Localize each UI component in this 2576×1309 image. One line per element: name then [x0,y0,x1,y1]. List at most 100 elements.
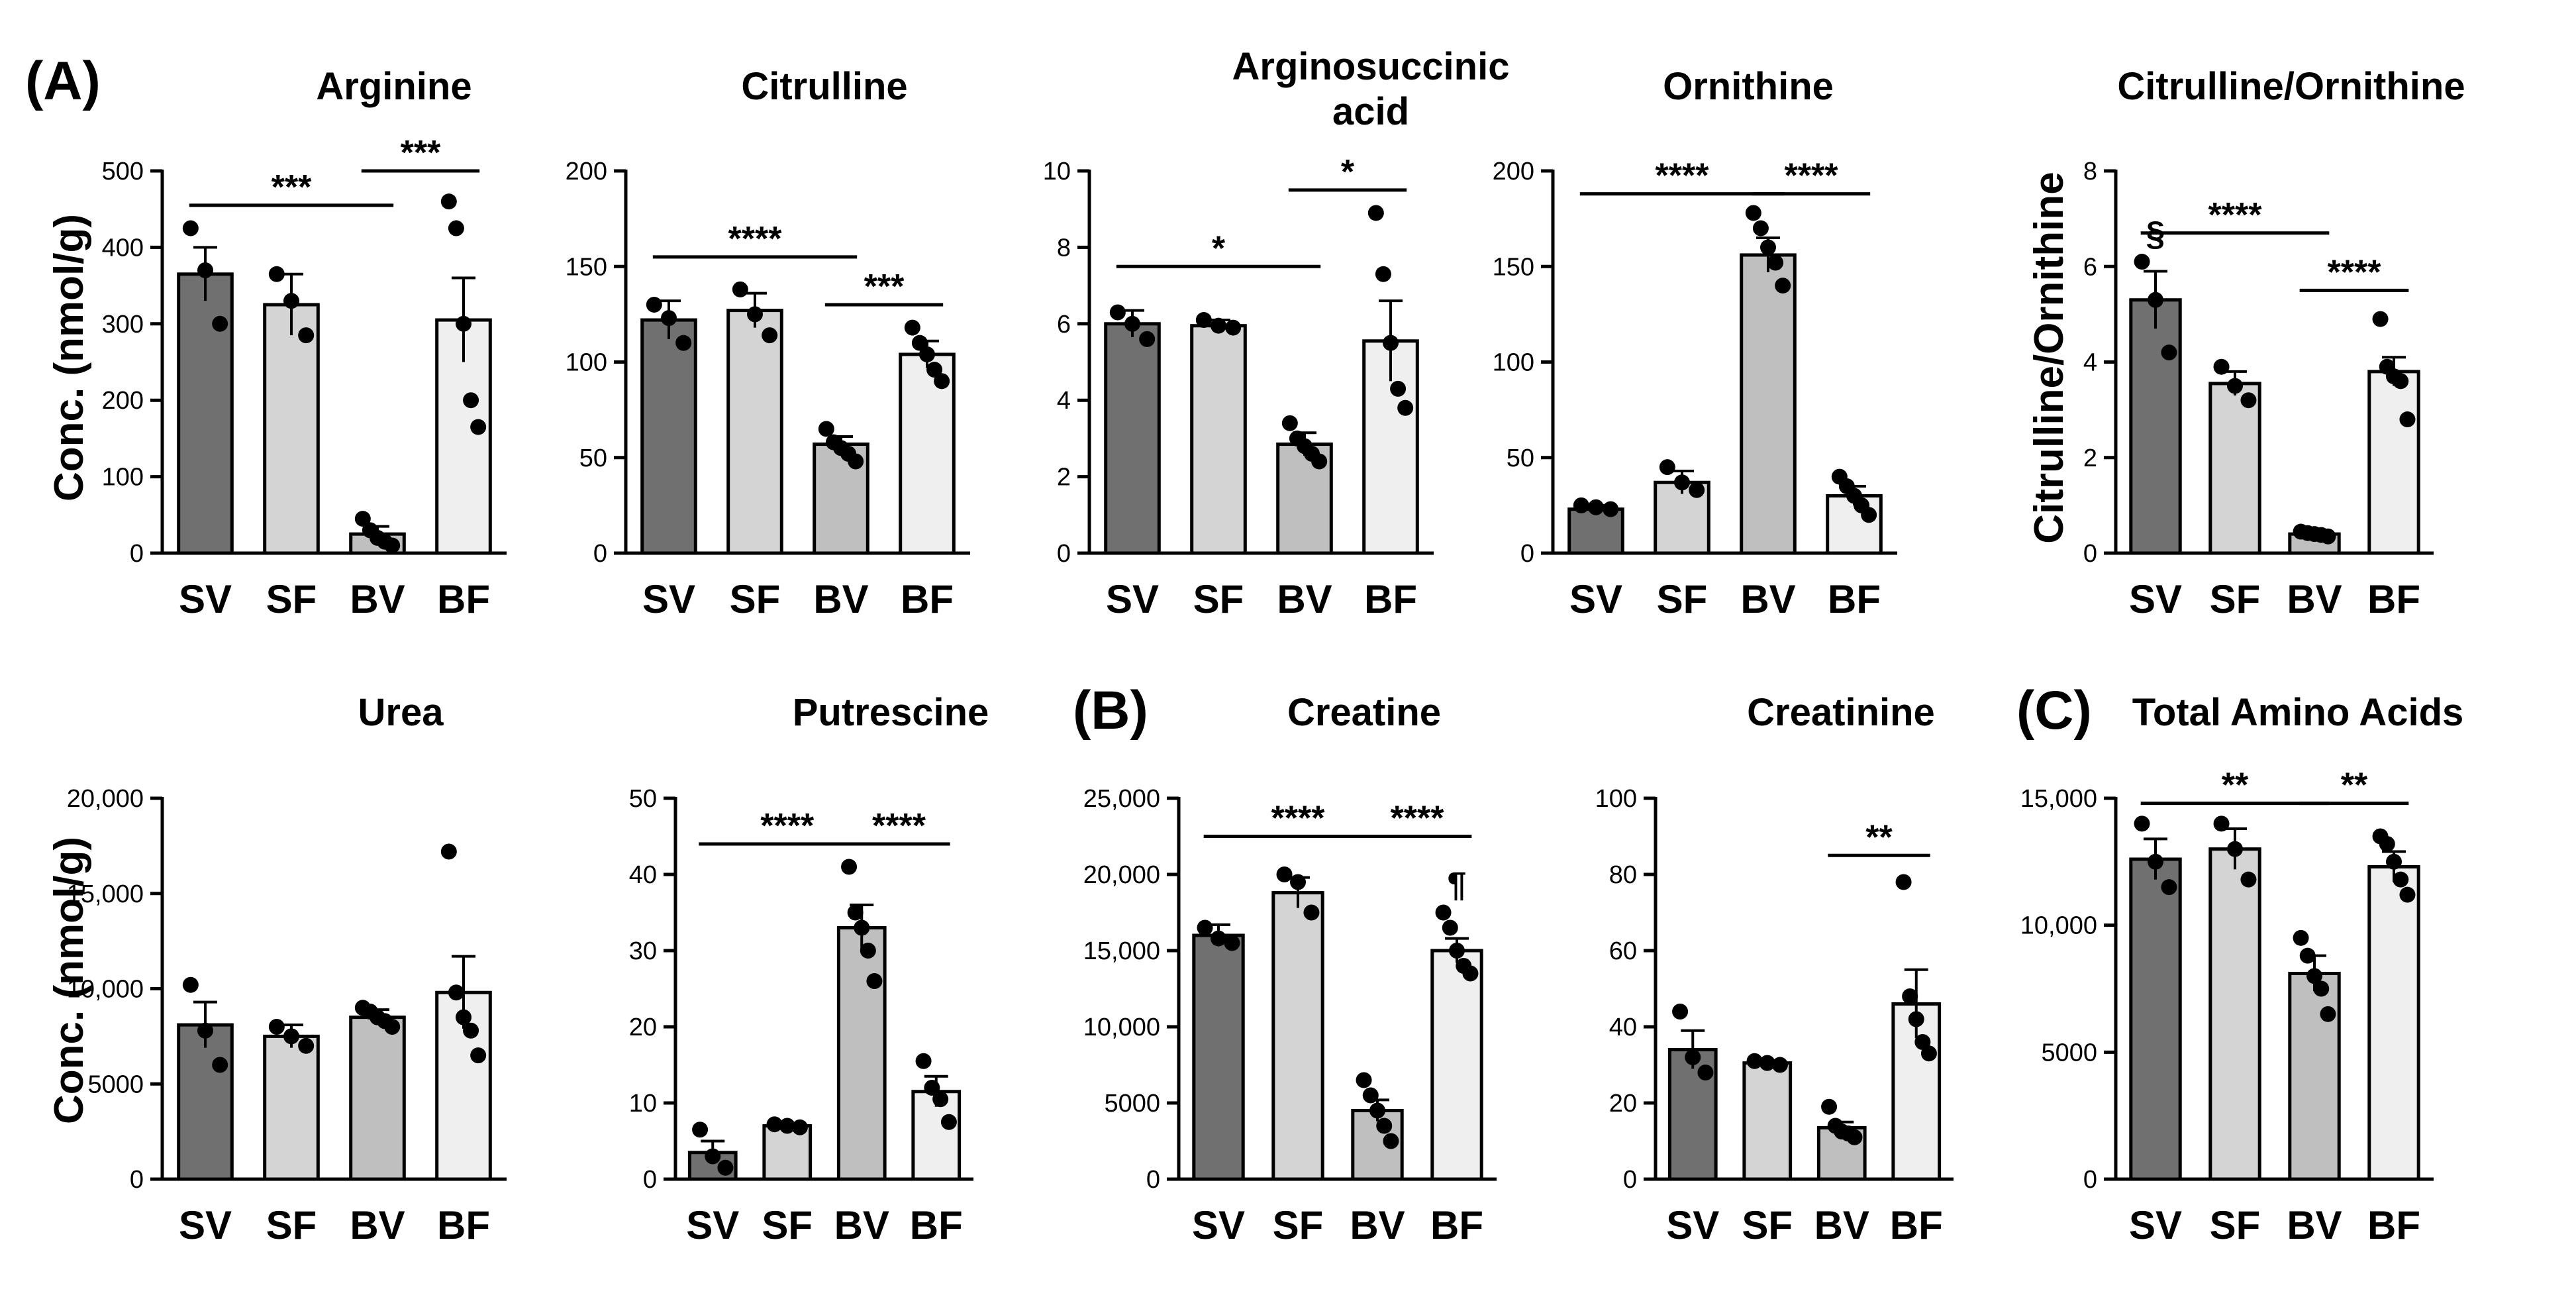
category-label-BF: BF [1890,1203,1943,1247]
data-point [705,1148,721,1165]
chart-0: Arginine 0 100 200 300 400 500 SV SF BV BF *** *** [102,65,507,621]
y-axis-label-ratio: Citrulline/Ornithine [2026,172,2072,543]
bar-BF [2367,865,2420,1181]
data-point [1369,1102,1385,1119]
category-label-BF: BF [437,577,490,621]
category-label-BF: BF [1430,1203,1483,1247]
category-label-SF: SF [266,577,317,621]
y-tick-label: 20 [1609,1090,1637,1118]
category-label-SF: SF [1657,577,1708,621]
data-point [456,1009,471,1025]
data-point [463,1022,479,1039]
y-tick-label: 8 [1057,234,1071,262]
data-point [283,1028,299,1045]
bar-BF [1430,949,1483,1181]
y-tick-label: 150 [566,253,607,281]
bar-SF [2208,382,2261,555]
data-point [1689,482,1705,498]
y-tick-label: 50 [629,785,657,813]
data-point [2240,392,2257,409]
category-label-BF: BF [910,1203,963,1247]
data-point [2399,886,2416,903]
data-point [2399,411,2416,428]
data-point [1397,399,1414,416]
data-point [1861,507,1877,523]
marker-symbol: § [2146,215,2165,253]
significance-label: ** [2222,766,2249,805]
data-point [762,327,778,344]
y-tick-label: 400 [102,234,144,262]
data-point [1603,501,1619,517]
data-point [197,262,213,279]
y-tick-label: 100 [1595,785,1637,813]
data-point [2240,871,2257,888]
chart-title: Arginine [316,65,471,108]
y-tick-label: 80 [1609,861,1637,889]
category-label-BV: BV [813,577,868,621]
panel-label-c: (C) [2016,680,2092,741]
data-point [2213,815,2230,832]
chart-8: Creatinine 0 20 40 60 80 100 SV SF BV BF ** [1595,691,1954,1247]
data-point [212,315,228,332]
y-tick-label: 20 [629,1014,657,1041]
chart-title: acid [1332,90,1409,133]
chart-title: Citrulline [741,65,907,108]
y-tick-label: 5000 [1104,1090,1160,1118]
data-point [1760,239,1776,256]
data-point [1771,1057,1788,1073]
data-point [1767,254,1784,271]
data-point [440,193,457,210]
data-point [747,306,763,323]
data-point [911,335,928,351]
bar-SF [263,1034,320,1181]
significance-label: **** [1391,800,1445,838]
bar-SV [177,272,234,555]
data-point [448,984,464,1001]
data-point [1685,1049,1701,1065]
y-tick-label: 0 [593,540,607,568]
data-point [841,859,858,875]
category-label-SV: SV [642,577,695,621]
data-point [1225,319,1242,336]
data-point [1139,331,1156,347]
data-point [456,315,471,332]
significance-label: **** [1785,157,1839,195]
data-point [904,319,920,336]
category-label-SF: SF [1193,577,1244,621]
significance-label: *** [401,134,441,172]
category-label-BV: BV [1814,1203,1869,1247]
category-label-BV: BV [2287,577,2342,621]
data-point [1375,266,1391,282]
data-point [1573,497,1589,513]
data-point [2393,373,2409,390]
data-point [1697,1065,1714,1080]
category-label-SV: SV [686,1203,739,1247]
y-tick-label: 0 [643,1166,657,1194]
y-tick-label: 30 [629,937,657,965]
data-point [298,1037,315,1054]
y-tick-label: 4 [2083,349,2097,377]
y-tick-label: 10,000 [2020,912,2097,940]
chart-title: Creatinine [1747,691,1935,734]
bar-SF [263,303,320,555]
data-point [1745,205,1761,221]
y-tick-label: 8 [2083,158,2097,185]
chart-title: Creatine [1287,691,1441,734]
y-tick-label: 200 [566,158,607,185]
data-point [1224,935,1240,951]
y-tick-label: 6 [1057,311,1071,339]
significance-label: ** [2341,766,2368,805]
data-point [1376,1118,1393,1134]
y-tick-label: 0 [1520,540,1534,568]
bar-SF [1742,1061,1793,1181]
category-label-BV: BV [350,577,405,621]
data-point [847,904,864,921]
y-tick-label: 0 [1146,1166,1160,1194]
data-point [926,362,943,378]
data-point [848,453,864,470]
bar-SV [1192,933,1245,1181]
bar-BV [349,1016,406,1181]
data-point [1908,1011,1924,1027]
category-label-SV: SV [1666,1203,1719,1247]
